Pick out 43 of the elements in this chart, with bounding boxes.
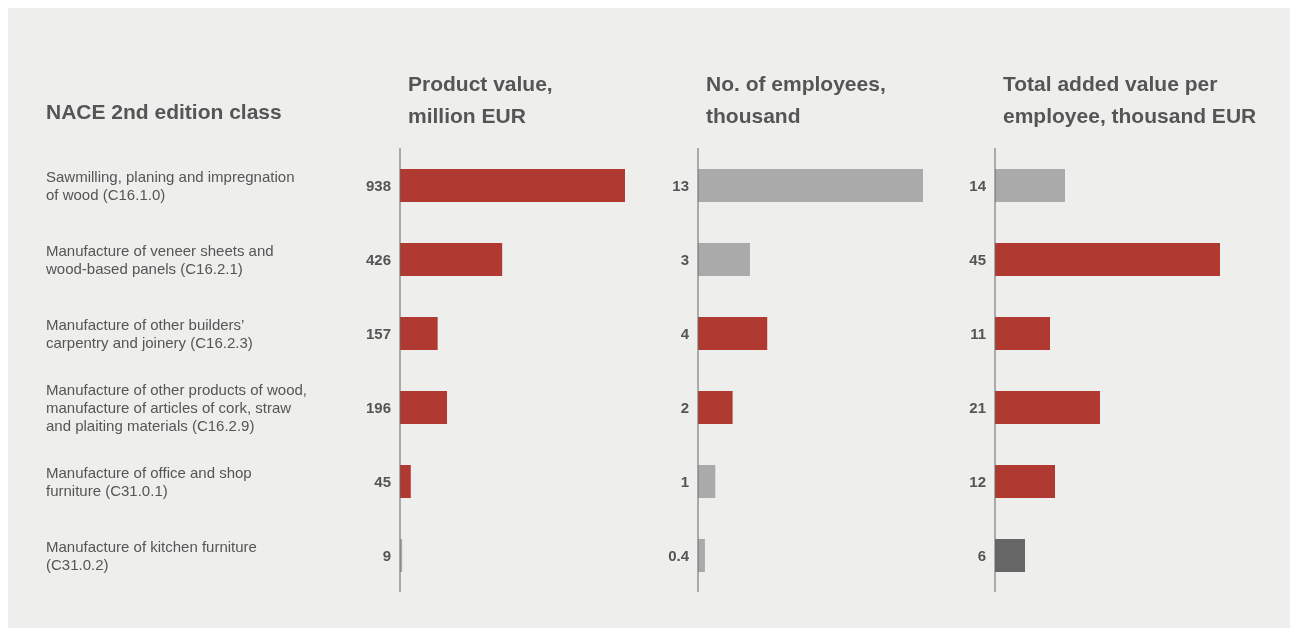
bar — [995, 317, 1050, 350]
bar — [995, 391, 1100, 424]
data-label: 45 — [374, 472, 391, 490]
data-label: 45 — [969, 250, 986, 268]
bar — [698, 391, 733, 424]
data-label: 11 — [970, 324, 986, 342]
data-label: 196 — [365, 398, 391, 416]
data-label: 2 — [680, 398, 689, 416]
data-label: 13 — [672, 176, 689, 194]
y-tick-label: Manufacture of office and shop furniture (C31.0.1) — [46, 463, 252, 499]
data-label: 6 — [977, 546, 986, 564]
bar — [400, 465, 411, 498]
bar — [400, 317, 438, 350]
data-label: 426 — [365, 250, 391, 268]
chart-title: Product value, million EUR — [408, 71, 554, 129]
data-label: 157 — [365, 324, 391, 342]
data-label: 4 — [680, 324, 690, 342]
data-label: 21 — [969, 398, 986, 416]
data-label: 938 — [365, 176, 391, 194]
data-label: 3 — [680, 250, 689, 268]
bar — [995, 243, 1220, 276]
bar — [995, 465, 1055, 498]
y-tick-label: Manufacture of other builders’ carpentry and joinery (C16.2.3) — [46, 315, 253, 351]
bar — [400, 169, 625, 202]
bar — [698, 465, 716, 498]
chart-title: No. of employees, thousand — [706, 71, 887, 129]
chart-title: Total added value per employee, thousand EUR — [1003, 71, 1258, 129]
bar — [698, 169, 923, 202]
bar — [698, 317, 768, 350]
y-tick-label: Manufacture of kitchen furniture (C31.0.2) — [46, 537, 257, 573]
data-label: 0.4 — [668, 546, 690, 564]
y-tick-label: Manufacture of veneer sheets and wood-based panels (C16.2.1) — [45, 241, 274, 277]
bar — [400, 243, 503, 276]
data-label: 12 — [969, 472, 986, 490]
bar — [995, 169, 1065, 202]
y-tick-label: Manufacture of other products of wood, manufacture of articles of cork, straw and plaiting materials (C16.2.9) — [46, 380, 307, 434]
data-label: 9 — [382, 546, 391, 564]
y-axis-title: NACE 2nd edition class — [46, 100, 282, 124]
y-tick-label: Sawmilling, planing and impregnation of wood (C16.1.0) — [46, 167, 295, 203]
data-label: 14 — [969, 176, 987, 194]
bar — [400, 391, 448, 424]
data-label: 1 — [680, 472, 689, 490]
bar — [698, 243, 750, 276]
